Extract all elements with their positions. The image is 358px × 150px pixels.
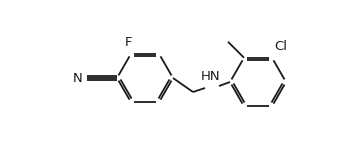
Text: F: F <box>125 36 133 49</box>
Text: Cl: Cl <box>274 40 287 53</box>
Text: HN: HN <box>201 70 221 83</box>
Text: N: N <box>73 72 83 84</box>
